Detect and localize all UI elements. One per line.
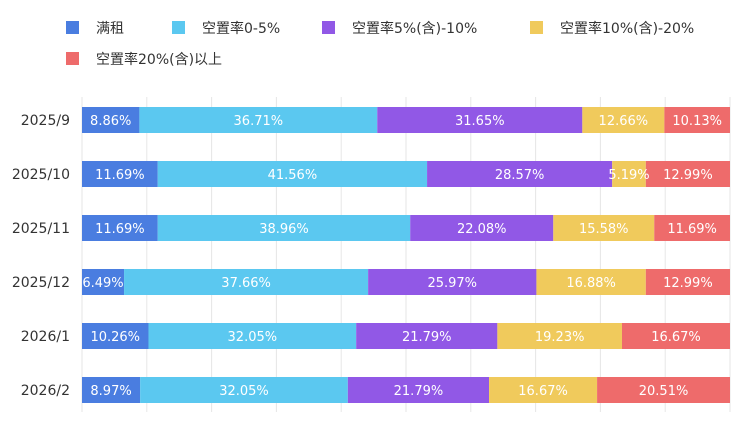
bar-segment-5-4 bbox=[597, 377, 730, 403]
category-label-4: 2026/1 bbox=[21, 329, 70, 345]
bar-label-1-2: 28.57% bbox=[495, 168, 545, 183]
bar-label-3-3: 16.88% bbox=[566, 276, 616, 291]
bar-segment-3-0 bbox=[82, 269, 125, 295]
bar-segment-5-0 bbox=[82, 377, 141, 403]
legend: 满租 空置率0-5% 空置率5%(含)-10% 空置率10%(含)-20% 空置率20%… bbox=[66, 20, 694, 68]
legend-swatch-1 bbox=[172, 21, 185, 34]
category-label-1: 2025/10 bbox=[12, 167, 70, 183]
bar-label-1-0: 11.69% bbox=[95, 168, 145, 183]
bar-label-0-2: 31.65% bbox=[455, 114, 505, 129]
bar-label-3-2: 25.97% bbox=[427, 276, 477, 291]
bar-segment-4-4 bbox=[621, 323, 730, 349]
bar-segment-2-1 bbox=[157, 215, 411, 241]
bar-labels: 8.86% 36.71% 31.65% 12.66% 10.13% 11.69% 41.56… bbox=[82, 114, 722, 399]
bar-label-1-3: 5.19% bbox=[608, 168, 649, 183]
bar-label-0-3: 12.66% bbox=[599, 114, 649, 129]
bar-segment-0-0 bbox=[82, 107, 140, 133]
bar-label-4-0: 10.26% bbox=[90, 330, 140, 345]
category-label-3: 2025/12 bbox=[12, 275, 70, 291]
bar-label-0-1: 36.71% bbox=[234, 114, 284, 129]
legend-label-0: 满租 bbox=[96, 21, 124, 37]
bar-segment-4-1 bbox=[148, 323, 357, 349]
bar-segment-0-4 bbox=[664, 107, 730, 133]
bar-label-1-1: 41.56% bbox=[268, 168, 318, 183]
bar-label-3-0: 6.49% bbox=[82, 276, 123, 291]
bar-segment-2-4 bbox=[654, 215, 730, 241]
bar-label-5-1: 32.05% bbox=[219, 384, 269, 399]
bar-label-5-0: 8.97% bbox=[90, 384, 131, 399]
legend-swatch-4 bbox=[66, 52, 79, 65]
bar-segment-3-1 bbox=[124, 269, 369, 295]
bar-segment-0-1 bbox=[139, 107, 378, 133]
legend-label-1: 空置率0-5% bbox=[202, 20, 280, 37]
bar-label-0-4: 10.13% bbox=[672, 114, 722, 129]
bar-label-5-3: 16.67% bbox=[518, 384, 568, 399]
legend-label-2: 空置率5%(含)-10% bbox=[352, 20, 477, 37]
bar-label-3-1: 37.66% bbox=[221, 276, 271, 291]
bar-segment-2-0 bbox=[82, 215, 158, 241]
bar-label-4-3: 19.23% bbox=[535, 330, 585, 345]
bar-segment-3-3 bbox=[536, 269, 646, 295]
legend-label-3: 空置率10%(含)-20% bbox=[560, 20, 694, 37]
bar-label-2-1: 38.96% bbox=[259, 222, 309, 237]
bar-segment-5-2 bbox=[347, 377, 490, 403]
bar-label-3-4: 12.99% bbox=[663, 276, 713, 291]
grid-lines bbox=[81, 97, 731, 412]
category-label-2: 2025/11 bbox=[12, 221, 70, 237]
bars bbox=[82, 107, 730, 403]
bar-label-4-2: 21.79% bbox=[402, 330, 452, 345]
bar-segment-3-2 bbox=[368, 269, 537, 295]
bar-segment-1-0 bbox=[82, 161, 158, 187]
bar-segment-1-2 bbox=[427, 161, 613, 187]
category-label-0: 2025/9 bbox=[21, 113, 70, 129]
bar-segment-0-2 bbox=[377, 107, 583, 133]
bar-label-2-4: 11.69% bbox=[667, 222, 717, 237]
bar-segment-3-4 bbox=[645, 269, 730, 295]
bar-segment-2-2 bbox=[410, 215, 554, 241]
legend-swatch-0 bbox=[66, 21, 79, 34]
bar-segment-1-3 bbox=[612, 161, 646, 187]
category-label-5: 2026/2 bbox=[21, 383, 70, 399]
bar-segment-4-2 bbox=[356, 323, 498, 349]
bar-label-2-2: 22.08% bbox=[457, 222, 507, 237]
bar-label-4-1: 32.05% bbox=[228, 330, 278, 345]
bar-label-4-4: 16.67% bbox=[651, 330, 701, 345]
bar-label-5-2: 21.79% bbox=[394, 384, 444, 399]
legend-label-4: 空置率20%(含)以上 bbox=[96, 51, 222, 68]
legend-swatch-3 bbox=[530, 21, 543, 34]
bar-label-5-4: 20.51% bbox=[639, 384, 689, 399]
bar-label-0-0: 8.86% bbox=[90, 114, 131, 129]
bar-label-2-0: 11.69% bbox=[95, 222, 145, 237]
bar-segment-4-0 bbox=[82, 323, 149, 349]
bar-segment-2-3 bbox=[553, 215, 655, 241]
category-axis: 2025/9 2025/10 2025/11 2025/12 2026/1 2026/2 bbox=[12, 113, 70, 399]
bar-segment-5-1 bbox=[140, 377, 348, 403]
bar-label-2-3: 15.58% bbox=[579, 222, 629, 237]
bar-label-1-4: 12.99% bbox=[663, 168, 713, 183]
bar-segment-1-1 bbox=[157, 161, 428, 187]
bar-segment-5-3 bbox=[489, 377, 598, 403]
bar-segment-0-3 bbox=[582, 107, 665, 133]
bar-segment-1-4 bbox=[645, 161, 730, 187]
legend-swatch-2 bbox=[322, 21, 335, 34]
bar-segment-4-3 bbox=[497, 323, 622, 349]
